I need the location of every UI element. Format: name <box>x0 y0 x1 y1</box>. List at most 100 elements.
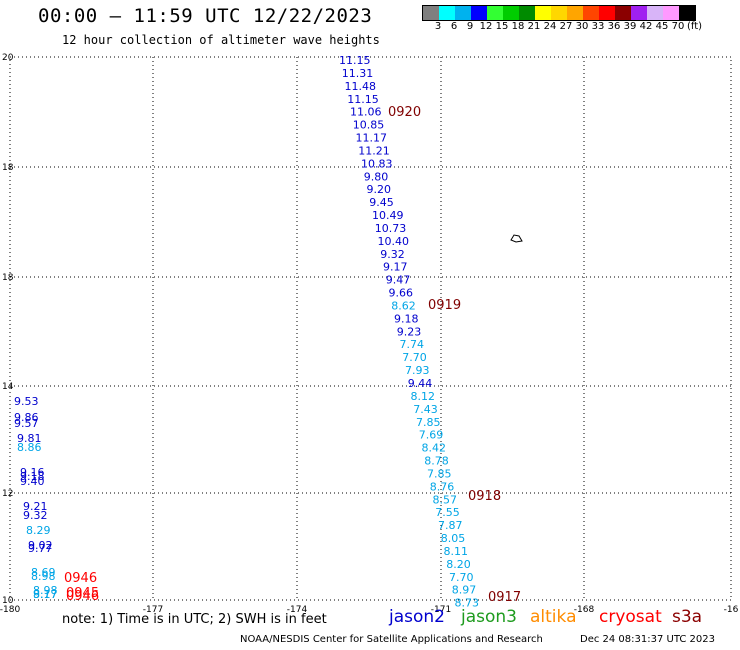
wave-height-value: 8.77 <box>33 588 58 601</box>
legend-s3a: s3a <box>672 607 703 627</box>
wave-height-value: 7.85 <box>427 467 452 480</box>
color-legend-labels: 3 6 9 12 15 18 21 24 27 30 33 36 39 42 45 70 (ft) <box>422 21 732 35</box>
wave-height-value: 9.18 <box>20 470 45 483</box>
wave-height-value: 7.93 <box>405 364 430 377</box>
wave-height-value: 9.20 <box>367 183 392 196</box>
wave-height-value: 9.80 <box>364 170 389 183</box>
wave-height-value: 9.16 <box>20 466 45 479</box>
wave-height-value: 8.69 <box>31 566 56 579</box>
y-tick-label: 14 <box>2 382 14 392</box>
x-tick-label: -16 <box>724 605 739 615</box>
color-legend-bar <box>422 5 696 21</box>
legend-swatch <box>599 6 615 20</box>
wave-height-value: 9.23 <box>397 325 422 338</box>
y-tick-label: 12 <box>2 489 13 499</box>
x-tick-label: -177 <box>143 605 163 615</box>
legend-swatch <box>423 6 439 20</box>
legend-swatch <box>519 6 535 20</box>
wave-height-value: 11.15 <box>339 54 371 67</box>
wave-height-value: 8.62 <box>391 299 416 312</box>
legend-swatch <box>439 6 455 20</box>
wave-height-value: 7.70 <box>449 571 474 584</box>
pass-time-label: 0920 <box>388 105 421 120</box>
legend-tick-label: 3 <box>434 21 442 32</box>
legend-tick-label: 70 <box>671 21 685 32</box>
wave-height-value: 10.73 <box>375 222 407 235</box>
wave-height-value: 7.87 <box>438 519 463 532</box>
legend-unit: (ft) <box>687 21 703 32</box>
wave-height-value: 9.57 <box>14 417 39 430</box>
wave-height-value: 11.15 <box>347 93 379 106</box>
pass-time-label: 0919 <box>428 298 461 313</box>
wave-height-value: 11.48 <box>345 80 377 93</box>
wave-height-value: 8.12 <box>411 390 436 403</box>
legend-tick-label: 6 <box>450 21 458 32</box>
wave-height-value: 8.78 <box>424 455 449 468</box>
footer-note: note: 1) Time is in UTC; 2) SWH is in fe… <box>62 612 327 627</box>
x-tick-label: -168 <box>574 605 595 615</box>
map-frame <box>9 56 732 601</box>
wave-height-value: 7.43 <box>413 403 438 416</box>
wave-height-value: 9.21 <box>23 500 48 513</box>
legend-tick-label: 21 <box>527 21 541 32</box>
legend-tick-label: 42 <box>639 21 653 32</box>
wave-height-value: 8.42 <box>422 442 447 455</box>
legend-swatch <box>679 6 695 20</box>
legend-swatch <box>615 6 631 20</box>
wave-height-value: 8.97 <box>452 584 477 597</box>
wave-height-value: 9.47 <box>386 274 411 287</box>
wave-height-value: 9.18 <box>394 312 419 325</box>
page-title: 00:00 – 11:59 UTC 12/22/2023 <box>38 5 373 27</box>
page-subtitle: 12 hour collection of altimeter wave hei… <box>62 33 380 47</box>
wave-height-value: 9.86 <box>14 411 39 424</box>
wave-height-value: 8.98 <box>33 584 58 597</box>
wave-height-value: 9.32 <box>23 509 48 522</box>
wave-height-value: 9.44 <box>408 377 433 390</box>
legend-cryosat: cryosat <box>599 607 662 627</box>
legend-swatch <box>471 6 487 20</box>
wave-height-value: 10.85 <box>353 119 385 132</box>
wave-height-value: 8.20 <box>446 558 471 571</box>
legend-tick-label: 9 <box>466 21 474 32</box>
island-icon <box>510 234 523 243</box>
legend-tick-label: 27 <box>559 21 573 32</box>
legend-altika: altika <box>530 607 577 627</box>
pass-time-label: 0945 <box>66 586 99 601</box>
legend-swatch <box>503 6 519 20</box>
wave-height-value: 11.21 <box>358 144 390 157</box>
footer-timestamp: Dec 24 08:31:37 UTC 2023 <box>580 634 715 645</box>
x-tick-label: -180 <box>0 605 20 615</box>
wave-height-value: 11.17 <box>356 132 388 145</box>
wave-height-value: 8.73 <box>455 597 480 610</box>
wave-height-value: 9.40 <box>20 475 45 488</box>
legend-swatch <box>551 6 567 20</box>
legend-tick-label: 30 <box>575 21 589 32</box>
pass-time-label: 0946 <box>64 571 97 586</box>
legend-tick-label: 15 <box>495 21 509 32</box>
y-tick-label: 10 <box>2 596 14 606</box>
wave-height-value: 9.77 <box>28 542 53 555</box>
wave-height-value: 8.05 <box>441 532 466 545</box>
x-tick-label: -171 <box>431 605 451 615</box>
wave-height-value: 9.32 <box>380 248 405 261</box>
legend-swatch <box>455 6 471 20</box>
legend-jason3: jason3 <box>461 607 517 627</box>
wave-height-value: 8.98 <box>31 570 56 583</box>
legend-tick-label: 24 <box>543 21 557 32</box>
pass-time-label: 0946 <box>66 589 99 604</box>
legend-tick-label: 45 <box>655 21 669 32</box>
legend-tick-label: 12 <box>479 21 493 32</box>
wave-height-value: 7.70 <box>402 351 427 364</box>
wave-height-value: 8.86 <box>17 441 42 454</box>
legend-swatch <box>663 6 679 20</box>
pass-time-label: 0918 <box>468 489 501 504</box>
y-tick-label: 18 <box>2 273 14 283</box>
y-tick-label: 18 <box>2 163 14 173</box>
wave-height-value: 9.02 <box>28 539 53 552</box>
wave-height-value: 10.40 <box>378 235 410 248</box>
wave-height-value: 11.06 <box>350 106 382 119</box>
y-tick-label: 20 <box>2 53 14 63</box>
wave-height-value: 9.81 <box>17 432 42 445</box>
wave-height-value: 8.57 <box>433 493 458 506</box>
